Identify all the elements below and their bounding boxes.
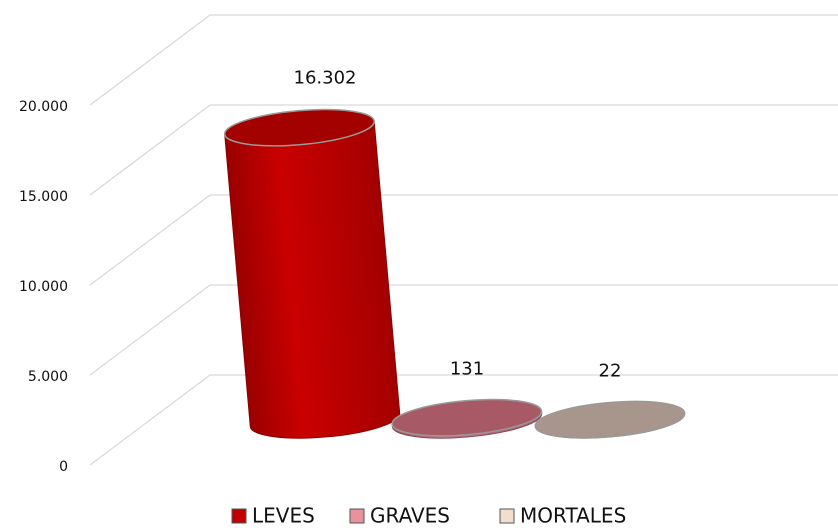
bar — [224, 120, 401, 439]
legend-swatch — [349, 508, 365, 524]
legend-swatch — [231, 508, 247, 524]
grid-diagonal — [89, 194, 211, 286]
legend-label: GRAVES — [370, 504, 450, 528]
legend-swatch — [499, 508, 515, 524]
value-label: 22 — [599, 361, 622, 382]
bar-top — [391, 398, 543, 437]
grid-diagonal — [89, 284, 211, 376]
legend-label: LEVES — [252, 504, 315, 528]
y-tick-label: 10.000 — [19, 279, 68, 295]
bar-top — [223, 108, 375, 147]
grid-diagonal — [89, 374, 211, 466]
y-tick-label: 0 — [59, 459, 68, 475]
value-label: 16.302 — [294, 68, 357, 89]
y-tick-label: 5.000 — [28, 369, 68, 385]
bar-top — [534, 400, 686, 439]
y-tick-label: 15.000 — [19, 189, 68, 205]
legend-label: MORTALES — [520, 504, 626, 528]
grid-diagonal — [89, 14, 211, 106]
y-tick-label: 20.000 — [19, 99, 68, 115]
grid-diagonal — [89, 104, 211, 196]
value-label: 131 — [450, 359, 484, 380]
